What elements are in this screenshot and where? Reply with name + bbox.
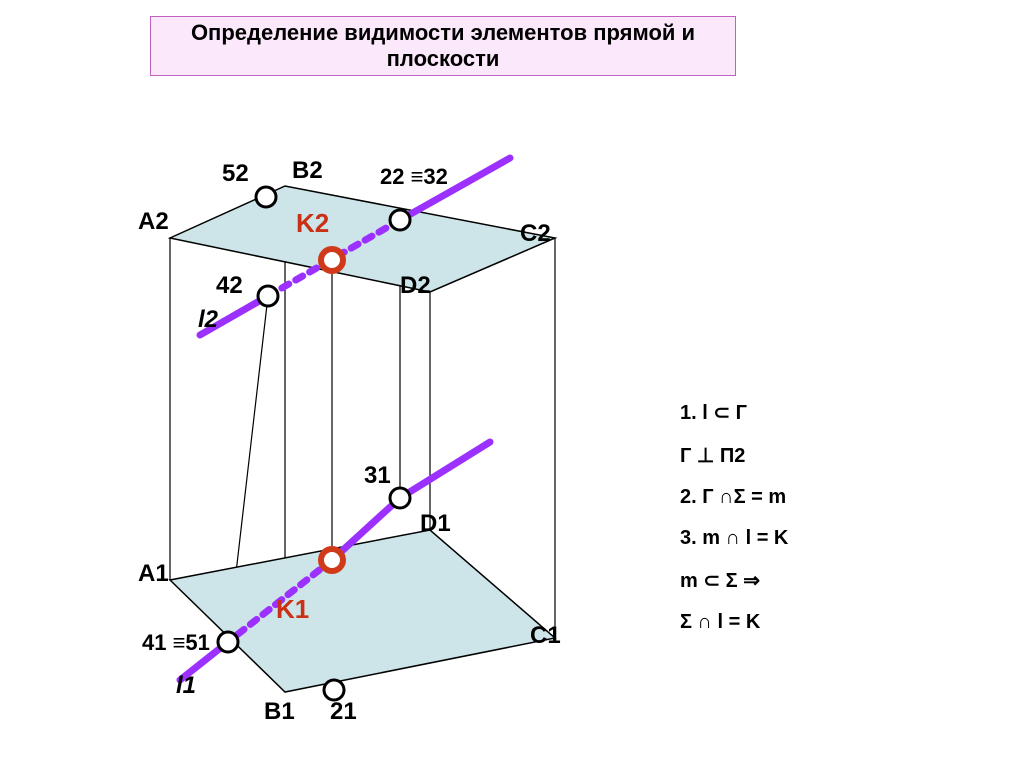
label-21: 21 [330,698,357,726]
step-line: 3. m ∩ l = K [680,527,788,550]
step-line: m ⊂ Σ ⇒ [680,568,788,593]
label-41 ≡51: 41 ≡51 [142,630,210,656]
step-line: Г ⊥ П2 [680,443,788,468]
label-D1: D1 [420,510,451,538]
diagram-stage: Определение видимости элементов прямой и… [0,0,1024,767]
label-K2: K2 [296,208,329,239]
label-B2: B2 [292,157,323,185]
step-line: Σ ∩ l = K [680,611,788,634]
label-22 ≡32: 22 ≡32 [380,164,448,190]
label-K1: K1 [276,594,309,625]
label-l2: l2 [198,306,218,334]
label-D2: D2 [400,272,431,300]
step-line: 2. Г ∩Σ = m [680,486,788,509]
label-C1: C1 [530,622,561,650]
label-C2: C2 [520,220,551,248]
label-B1: B1 [264,698,295,726]
step-line: 1. l ⊂ Г [680,400,788,425]
label-l1: l1 [176,672,196,700]
label-A2: A2 [138,208,169,236]
label-52: 52 [222,160,249,188]
label-A1: A1 [138,560,169,588]
steps-list: 1. l ⊂ Г Г ⊥ П2 2. Г ∩Σ = m 3. m ∩ l = K m… [680,400,788,652]
label-31: 31 [364,462,391,490]
label-42: 42 [216,272,243,300]
